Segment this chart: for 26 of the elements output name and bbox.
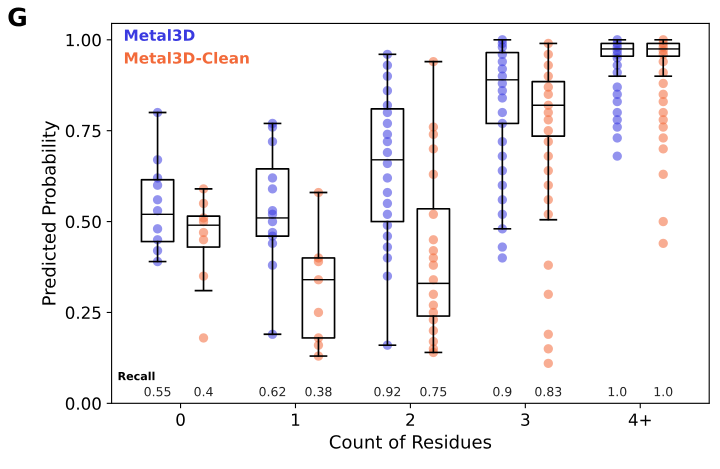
x-axis-title: Count of Residues — [330, 434, 492, 449]
text: 1.0 — [654, 386, 672, 396]
text: G — [8, 7, 26, 26]
x-tick-label: 3 — [521, 413, 530, 426]
y-tick-label: 0.50 — [66, 216, 101, 228]
text: Metal3D — [124, 29, 194, 41]
text: 0.38 — [305, 386, 332, 396]
text: 0.62 — [259, 386, 286, 396]
text: 0.75 — [420, 386, 446, 396]
text: 1.0 — [608, 386, 626, 396]
x-tick-label: 1 — [292, 414, 300, 426]
text: 0.9 — [493, 386, 512, 396]
y-axis-title: Predicted Probability — [42, 120, 60, 305]
annotation: Recall — [118, 372, 154, 380]
text: 0.92 — [374, 386, 400, 396]
x-tick-label: 4+ — [628, 414, 651, 426]
text: 0.55 — [144, 386, 170, 396]
y-tick-label: 0.00 — [66, 397, 101, 410]
text: 0.4 — [194, 386, 213, 396]
x-tick-label: 0 — [176, 413, 185, 426]
text: Metal3D-Clean — [124, 52, 249, 64]
y-tick-label: 0.75 — [66, 124, 100, 138]
text: 0.83 — [535, 386, 562, 396]
y-tick-label: 0.25 — [66, 306, 100, 320]
x-tick-label: 2 — [406, 413, 414, 426]
y-tick-label: 1.00 — [66, 34, 101, 46]
